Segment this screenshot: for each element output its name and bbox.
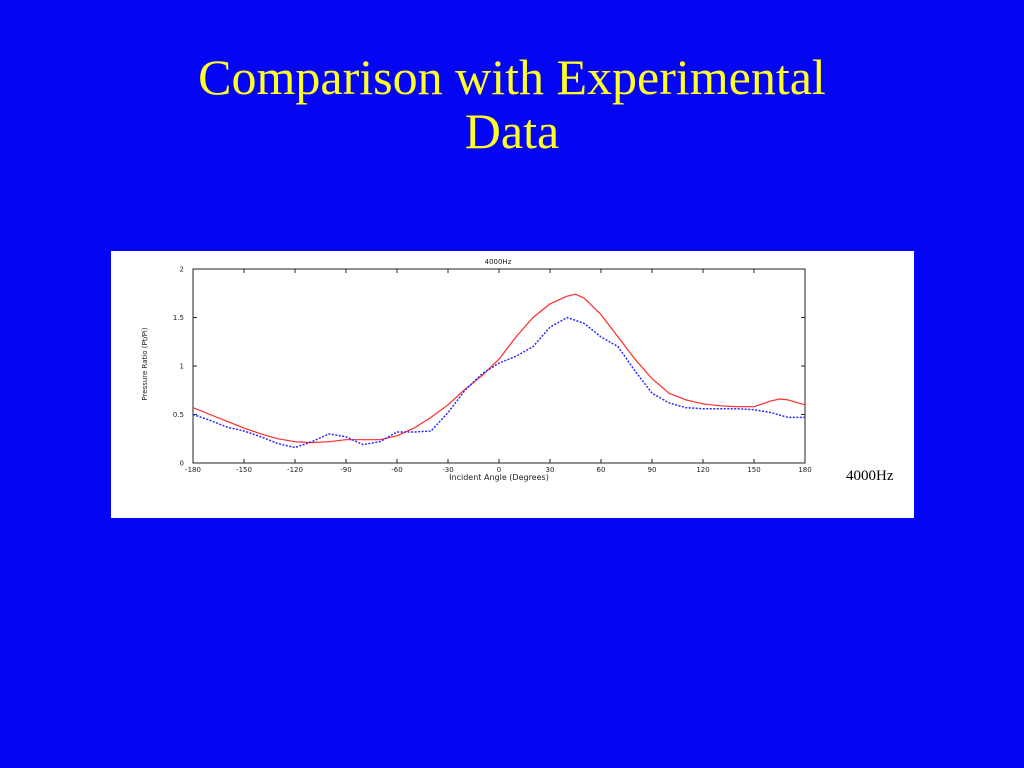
figure-panel: 4000Hz -180 -150 -120 -90 -60 -30 0 30 60 90 120 15… <box>111 251 914 518</box>
line-chart: 4000Hz -180 -150 -120 -90 -60 -30 0 30 60 90 120 15… <box>141 258 812 482</box>
chart-title: 4000Hz <box>485 258 512 266</box>
plot-frame <box>192 268 806 464</box>
x-tick-label: -180 <box>185 466 201 474</box>
x-tick-label: 90 <box>648 466 657 474</box>
x-tick-label: -120 <box>287 466 303 474</box>
x-tick-label: 0 <box>497 466 501 474</box>
x-axis-label: Incident Angle (Degrees) <box>449 473 549 482</box>
x-tick-label: -150 <box>236 466 252 474</box>
frequency-annotation: 4000Hz <box>846 468 894 484</box>
x-tick-label: 120 <box>696 466 709 474</box>
y-tick-label: 0.5 <box>173 411 184 419</box>
x-tick-label: -30 <box>442 466 453 474</box>
y-tick-label: 2 <box>180 266 184 274</box>
x-tick-label: -60 <box>391 466 402 474</box>
x-tick-label: 30 <box>546 466 555 474</box>
slide-title: Comparison with Experimental Data <box>0 50 1024 158</box>
predicted-series-line <box>192 293 806 444</box>
data-series <box>192 293 806 449</box>
axis-ticks: -180 -150 -120 -90 -60 -30 0 30 60 90 120 150 180 0 0.… <box>173 266 812 475</box>
x-tick-label: -90 <box>340 466 351 474</box>
x-tick-label: 60 <box>597 466 606 474</box>
y-tick-label: 0 <box>180 460 184 468</box>
y-axis-label: Pressure Ratio (Pt/Pi) <box>141 327 149 400</box>
y-tick-label: 1.5 <box>173 314 184 322</box>
slide-title-line-1: Comparison with Experimental <box>198 49 826 105</box>
x-tick-label: 180 <box>798 466 811 474</box>
x-tick-label: 150 <box>747 466 760 474</box>
slide-title-line-2: Data <box>464 103 560 159</box>
experimental-series-line <box>192 316 805 449</box>
y-tick-label: 1 <box>180 363 184 371</box>
